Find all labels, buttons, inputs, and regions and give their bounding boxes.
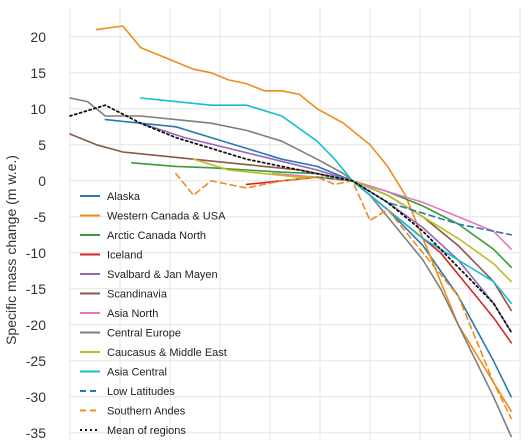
legend-label: Iceland bbox=[107, 250, 142, 262]
series-line-asia-north bbox=[272, 172, 513, 250]
legend-label: Scandinavia bbox=[107, 289, 168, 301]
series-line-southern-andes bbox=[175, 172, 513, 420]
series-line-svalbard-jan-mayen bbox=[139, 122, 513, 333]
y-tick-label: -5 bbox=[34, 209, 47, 225]
y-tick-label: -10 bbox=[26, 245, 46, 261]
y-tick-label: 5 bbox=[38, 137, 46, 153]
y-tick-label: 10 bbox=[30, 101, 46, 117]
legend-label: Caucasus & Middle East bbox=[107, 347, 227, 359]
y-tick-label: -35 bbox=[26, 425, 46, 441]
y-tick-label: 0 bbox=[38, 173, 46, 189]
y-tick-labels: 20 15 10 5 0 -5 -10 -15 -20 -25 -30 -35 bbox=[26, 29, 46, 441]
series-lines bbox=[69, 25, 513, 438]
series-line-asia-central bbox=[139, 97, 513, 305]
legend-label: Southern Andes bbox=[107, 406, 186, 418]
legend-label: Arctic Canada North bbox=[107, 230, 206, 242]
y-axis-label: Specific mass change (m w.e.) bbox=[3, 155, 19, 345]
series-line-mean-of-regions bbox=[69, 104, 513, 333]
series-line-central-europe bbox=[69, 97, 513, 438]
legend-label: Asia Central bbox=[107, 367, 167, 379]
y-tick-label: 20 bbox=[30, 29, 46, 45]
legend-label: Asia North bbox=[107, 308, 158, 320]
legend: Alaska Western Canada & USA Arctic Canada … bbox=[80, 191, 227, 437]
y-tick-label: -25 bbox=[26, 353, 46, 369]
y-tick-label: 15 bbox=[30, 65, 46, 81]
series-line-western-canada-usa bbox=[95, 25, 513, 413]
y-tick-label: -15 bbox=[26, 281, 46, 297]
legend-label: Low Latitudes bbox=[107, 386, 175, 398]
y-tick-label: -30 bbox=[26, 389, 46, 405]
legend-label: Alaska bbox=[107, 191, 141, 203]
legend-label: Svalbard & Jan Mayen bbox=[107, 269, 218, 281]
grid bbox=[69, 8, 521, 440]
legend-label: Western Canada & USA bbox=[107, 211, 226, 223]
legend-label: Mean of regions bbox=[107, 425, 186, 437]
y-tick-label: -20 bbox=[26, 317, 46, 333]
legend-label: Central Europe bbox=[107, 328, 181, 340]
